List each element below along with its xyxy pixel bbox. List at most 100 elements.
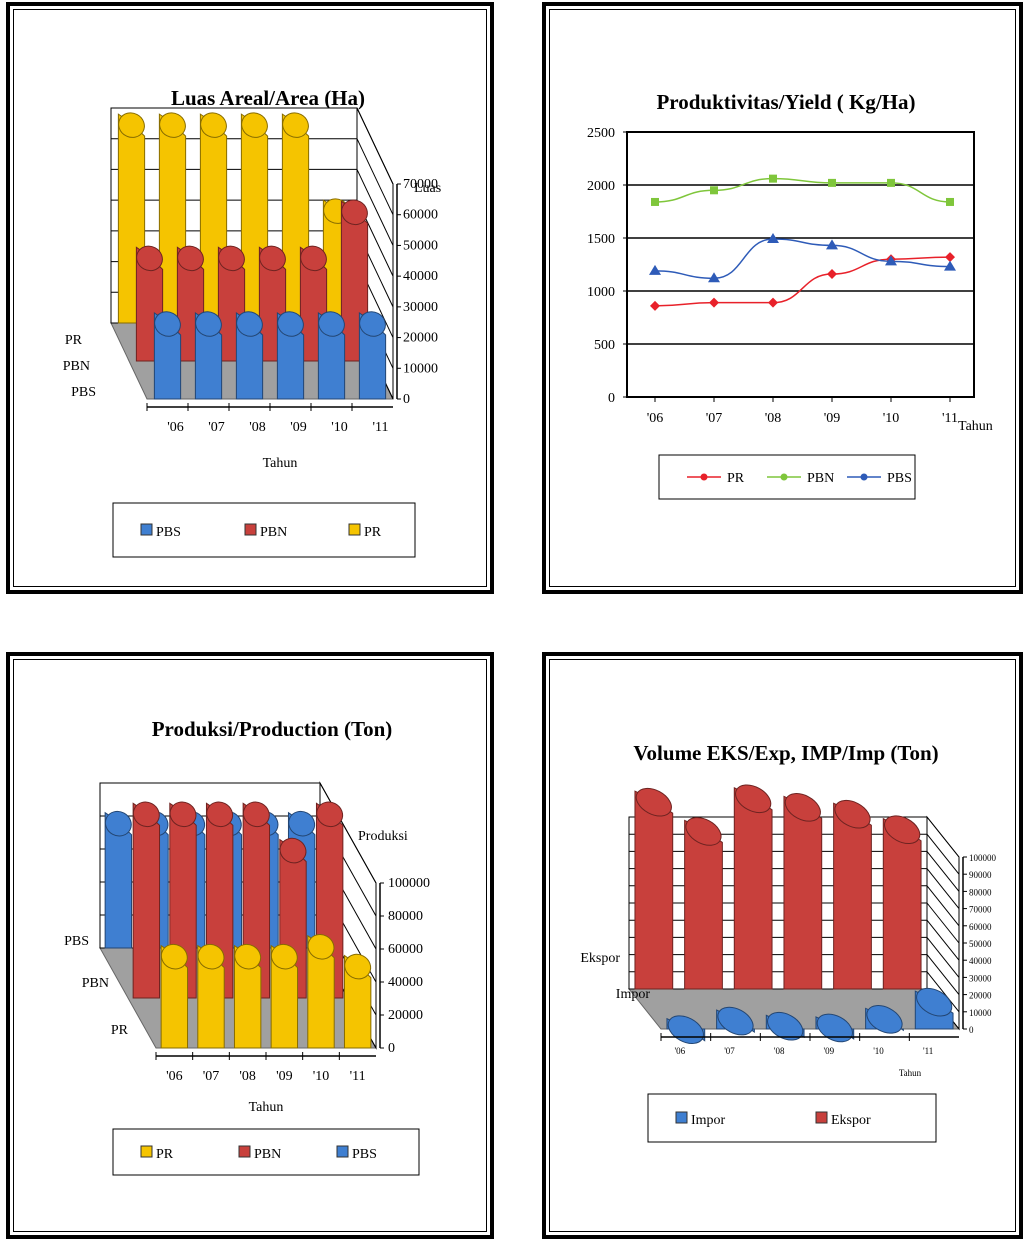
chart-title: Produksi/Production (Ton) xyxy=(152,717,393,741)
bar-top-PR-5 xyxy=(344,953,372,980)
gridline-side xyxy=(356,169,394,246)
bar-top-PBS-0 xyxy=(104,810,132,837)
legend-label-PR: PR xyxy=(156,1147,174,1162)
bar-top-Ekspor-4 xyxy=(834,799,871,829)
x-tick-label: '07 xyxy=(203,1069,220,1084)
legend-swatch-PBS xyxy=(336,1145,349,1158)
legend-label-PR: PR xyxy=(727,471,745,486)
bar-top-PBN-3 xyxy=(259,245,286,272)
legend-label-PBN: PBN xyxy=(260,525,287,540)
bar-top-PR-0 xyxy=(118,112,145,138)
gridline-side xyxy=(356,138,394,215)
bar-top-PBS-4 xyxy=(318,311,345,337)
point-PBS-5 xyxy=(944,260,956,271)
bar-top-PBS-2 xyxy=(236,311,263,337)
x-axis-title: Tahun xyxy=(899,1068,922,1078)
x-axis-title: Tahun xyxy=(249,1100,284,1115)
x-tick-label: '06 xyxy=(647,411,664,426)
legend-swatch-PR xyxy=(348,523,361,536)
bar-top-PBN-1 xyxy=(177,245,204,272)
bar-top-Ekspor-3 xyxy=(784,793,821,822)
bar-top-Ekspor-2 xyxy=(735,784,772,814)
y-tick-label: 40000 xyxy=(969,956,992,966)
bar-Ekspor-0 xyxy=(634,790,674,990)
legend-box xyxy=(647,1093,937,1143)
chart-panel-area: Luas Areal/Area (Ha) 0 10000 20000 30000 4000… xyxy=(6,2,494,594)
bar-top-Ekspor-0 xyxy=(635,787,672,817)
bar-top-PR-1 xyxy=(159,112,186,138)
gridline-side xyxy=(926,971,960,1013)
x-tick-label: '11 xyxy=(350,1069,366,1084)
legend-label-PBN: PBN xyxy=(807,471,834,486)
x-tick-label: '06 xyxy=(166,1069,183,1084)
point-PR-2 xyxy=(768,297,778,308)
bar-top-PBS-0 xyxy=(154,311,181,337)
y-tick-label: 0 xyxy=(388,1041,395,1056)
bar-top-PBS-3 xyxy=(277,311,304,337)
x-tick-label: '07 xyxy=(208,420,225,435)
point-PBN-2 xyxy=(769,174,777,183)
legend-swatch-PR xyxy=(140,1145,153,1158)
x-tick-label: '10 xyxy=(883,411,900,426)
x-axis-title: Tahun xyxy=(958,419,993,434)
gridline-side xyxy=(926,816,960,858)
bar-top-PBN-2 xyxy=(206,801,234,828)
bar-top-PBN-0 xyxy=(136,245,163,272)
legend-label-Impor: Impor xyxy=(691,1113,726,1128)
bar-top-PR-3 xyxy=(241,112,268,138)
x-tick-label: '08 xyxy=(249,420,266,435)
x-tick-label: '09 xyxy=(824,411,841,426)
x-tick-label: '10 xyxy=(331,420,348,435)
legend-swatch-PBN xyxy=(238,1145,251,1158)
legend-swatch-Ekspor xyxy=(815,1111,828,1124)
chart-panel-yield: Produktivitas/Yield ( Kg/Ha) 0 500 1000 1500… xyxy=(542,2,1023,594)
depth-label-PR: PR xyxy=(111,1023,129,1038)
depth-label-PBN: PBN xyxy=(82,976,109,991)
x-tick-label: '11 xyxy=(372,420,388,435)
bar-top-PBN-4 xyxy=(279,837,307,864)
bar-top-PBN-2 xyxy=(218,245,245,272)
x-tick-label: '06 xyxy=(167,420,184,435)
point-PBN-4 xyxy=(887,178,895,187)
depth-label-PBS: PBS xyxy=(71,385,96,400)
y-tick-label: 80000 xyxy=(388,909,423,924)
production-chart: Produksi/Production (Ton) 0 20000 40000 6000… xyxy=(64,717,430,1176)
point-PR-0 xyxy=(650,300,660,311)
x-tick-label: '11 xyxy=(923,1046,933,1056)
bar-Ekspor-2 xyxy=(733,786,773,990)
bar-top-PBN-3 xyxy=(242,801,270,828)
x-tick-label: '11 xyxy=(942,411,958,426)
chart-title: Produktivitas/Yield ( Kg/Ha) xyxy=(656,90,915,114)
legend-box xyxy=(112,1128,420,1176)
y-tick-label: 10000 xyxy=(403,361,438,376)
gridline-side xyxy=(926,868,960,909)
y-tick-label: 20000 xyxy=(388,1008,423,1023)
point-PBN-3 xyxy=(828,178,836,187)
legend-label-PR: PR xyxy=(364,525,382,540)
bar-top-PBN-5 xyxy=(341,199,368,226)
point-PR-3 xyxy=(827,269,837,280)
depth-label-PBS: PBS xyxy=(64,934,89,949)
x-tick-label: '09 xyxy=(290,420,307,435)
x-tick-label: '08 xyxy=(765,411,782,426)
chart-title: Volume EKS/Exp, IMP/Imp (Ton) xyxy=(633,741,938,765)
chart-panel-trade: Volume EKS/Exp, IMP/Imp (Ton) 0 10000 20000… xyxy=(542,652,1023,1239)
bar-top-Impor-4 xyxy=(866,1005,903,1034)
point-PBS-2 xyxy=(767,233,779,244)
y-tick-label: 2500 xyxy=(587,126,615,141)
chart-panel-production: Produksi/Production (Ton) 0 20000 40000 6000… xyxy=(6,652,494,1239)
x-tick-label: '08 xyxy=(239,1069,256,1084)
bar-Ekspor-1 xyxy=(684,819,723,990)
series-line-PBS xyxy=(654,238,951,280)
legend-label-PBS: PBS xyxy=(352,1147,377,1162)
x-tick-label: '09 xyxy=(276,1069,293,1084)
y-tick-label: 80000 xyxy=(969,887,992,897)
depth-label-Ekspor: Ekspor xyxy=(580,951,620,966)
y-tick-label: 60000 xyxy=(969,922,992,932)
x-axis-title: Tahun xyxy=(263,456,298,471)
y-tick-label: 100000 xyxy=(388,876,430,891)
gridline-side xyxy=(356,107,394,185)
legend-label-PBS: PBS xyxy=(887,471,912,486)
y-tick-label: 20000 xyxy=(969,991,992,1001)
point-PBS-4 xyxy=(885,255,897,266)
